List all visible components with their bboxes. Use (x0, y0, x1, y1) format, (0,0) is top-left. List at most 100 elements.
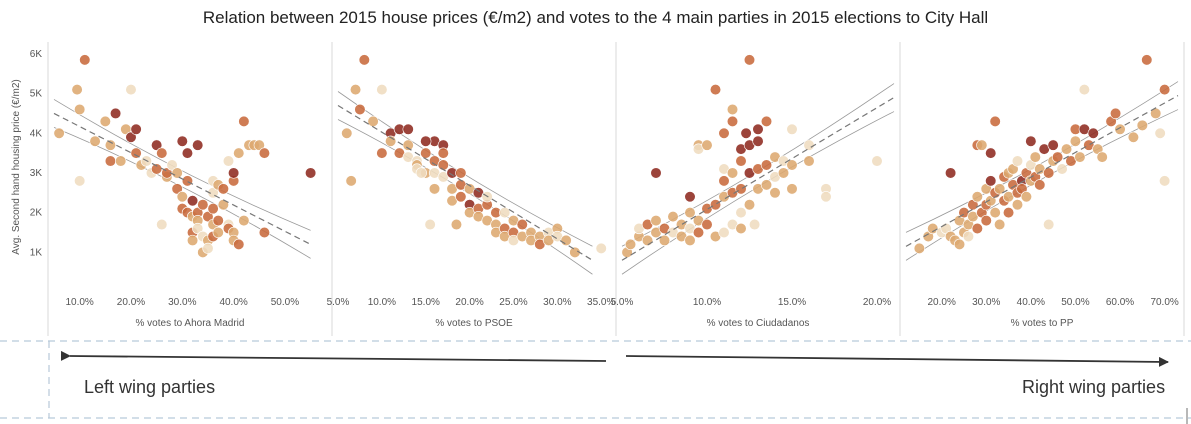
data-point (181, 147, 194, 159)
data-point (1154, 127, 1166, 139)
data-point (913, 242, 925, 254)
data-point (176, 135, 188, 147)
data-point (74, 103, 86, 116)
data-point (499, 207, 511, 219)
x-tick-label: 60.0% (1106, 297, 1134, 308)
data-point (186, 195, 199, 207)
data-point (437, 147, 449, 159)
data-point (125, 84, 137, 96)
data-point (89, 135, 101, 147)
data-point (718, 127, 730, 139)
data-point (402, 139, 414, 151)
x-tick-label: 50.0% (271, 297, 299, 308)
data-point (692, 226, 705, 239)
x-tick-label: 10.0% (693, 297, 721, 308)
data-point (53, 127, 65, 139)
x-tick-label: 5.0% (327, 297, 350, 308)
x-axis-label: % votes to PSOE (435, 318, 513, 329)
data-point (171, 183, 183, 195)
data-point (624, 238, 637, 250)
data-point (202, 242, 214, 254)
data-point (658, 234, 671, 247)
x-tick-label: 35.0% (587, 297, 615, 308)
data-point (233, 147, 245, 159)
data-point (358, 54, 370, 66)
data-point (130, 123, 142, 135)
data-point (684, 234, 696, 247)
x-tick-label: 40.0% (219, 297, 247, 308)
data-point (212, 226, 224, 239)
y-axis-label: Avg. Second hand housing price (€/m2) (11, 79, 22, 254)
y-tick-label: 3K (30, 168, 43, 179)
data-point (104, 139, 117, 151)
data-point (202, 211, 214, 223)
confidence-band-line (337, 91, 593, 247)
chart-title: Relation between 2015 house prices (€/m2… (202, 8, 989, 27)
data-point (79, 54, 91, 66)
data-point (1087, 127, 1099, 139)
data-point (701, 139, 713, 151)
data-point (994, 218, 1006, 231)
data-point (595, 242, 607, 254)
y-tick-label: 4K (30, 128, 43, 139)
data-point (684, 207, 696, 219)
x-axis-label: % votes to PP (1011, 318, 1074, 329)
data-point (953, 238, 966, 250)
data-point (1043, 218, 1055, 231)
data-point (735, 183, 747, 195)
y-tick-label: 2K (30, 208, 43, 219)
left-wing-label: Left wing parties (84, 377, 216, 397)
data-point (985, 147, 997, 159)
x-tick-label: 15.0% (412, 297, 440, 308)
data-point (735, 222, 747, 235)
data-point (743, 54, 756, 66)
data-point (1078, 84, 1090, 96)
data-point (238, 214, 250, 227)
data-point (989, 207, 1001, 219)
data-point (197, 199, 209, 211)
data-point (650, 167, 662, 179)
data-point (354, 103, 366, 116)
data-point (667, 211, 679, 223)
data-point (109, 107, 122, 120)
data-point (156, 147, 168, 159)
data-point (349, 84, 362, 96)
x-axis-label: % votes to Ahora Madrid (136, 318, 245, 329)
data-point (971, 222, 983, 235)
data-point (233, 238, 245, 250)
data-point (726, 103, 739, 116)
trend-line (905, 95, 1179, 247)
data-point (650, 214, 662, 227)
data-point (735, 155, 747, 167)
data-point (641, 234, 654, 247)
data-point (222, 155, 235, 167)
data-point (718, 175, 730, 187)
trend-line (53, 112, 311, 245)
data-point (1074, 151, 1086, 163)
y-tick-label: 6K (30, 49, 43, 60)
data-point (253, 139, 265, 151)
data-point (709, 199, 722, 211)
data-point (104, 155, 117, 167)
data-point (1011, 199, 1024, 211)
data-point (1159, 84, 1171, 96)
y-tick-label: 1K (30, 247, 43, 258)
data-point (420, 147, 432, 159)
data-point (376, 84, 388, 96)
data-point (1011, 155, 1024, 167)
data-point (1136, 119, 1148, 131)
data-point (1096, 151, 1108, 163)
data-point (171, 167, 183, 179)
data-point (1127, 131, 1140, 143)
trend-lines (53, 95, 1179, 261)
data-point (415, 167, 427, 179)
data-point (760, 159, 773, 171)
data-point (192, 139, 204, 151)
data-point (944, 167, 957, 179)
x-tick-label: 50.0% (1061, 297, 1089, 308)
data-point (74, 175, 86, 187)
data-point (151, 139, 163, 151)
data-point (181, 175, 194, 187)
data-point (769, 187, 781, 199)
data-point (376, 147, 388, 159)
